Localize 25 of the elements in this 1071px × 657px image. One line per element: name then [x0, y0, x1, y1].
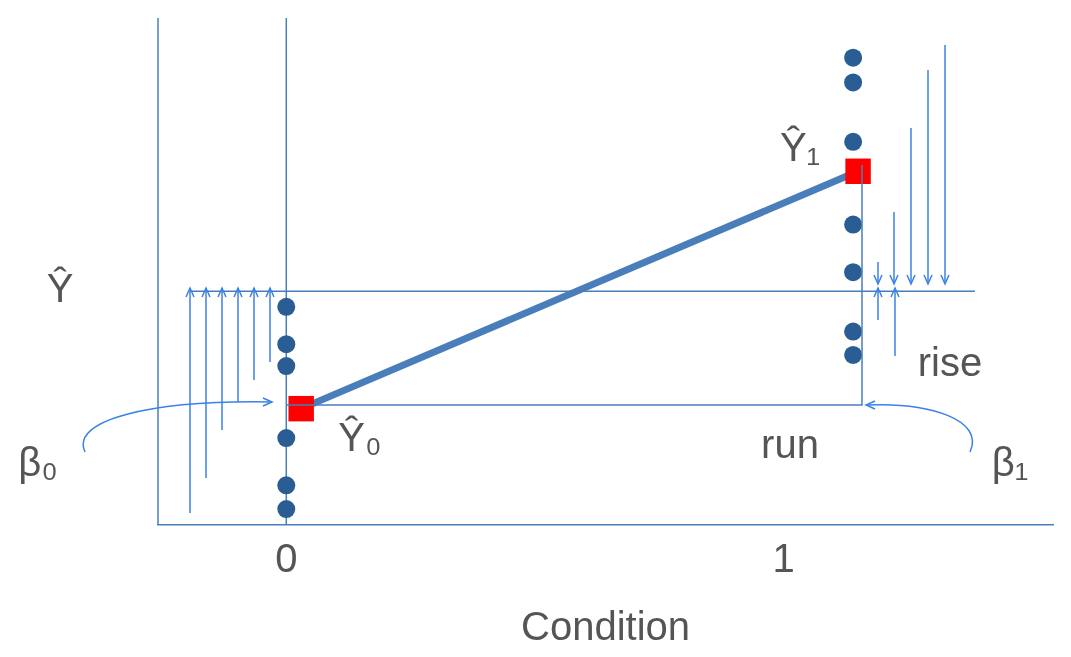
annotation: rise — [917, 340, 983, 385]
point — [844, 322, 863, 341]
ref-line-label: Ŷ — [46, 266, 74, 311]
point — [844, 73, 863, 92]
x-tick-label: 0 — [275, 536, 298, 581]
point — [844, 215, 863, 234]
point — [277, 357, 296, 376]
point — [844, 263, 863, 282]
text: β₀ — [18, 440, 58, 485]
point — [844, 132, 863, 151]
point — [845, 158, 871, 184]
point — [288, 395, 314, 422]
annotation: Ŷ₁ — [779, 125, 821, 170]
point — [277, 429, 296, 448]
x-tick-label: 1 — [772, 536, 795, 581]
annotation: run — [761, 422, 819, 467]
annotation: Ŷ₀ — [338, 415, 382, 460]
annotation: β₁ — [991, 440, 1029, 485]
point — [844, 345, 863, 364]
point — [277, 500, 296, 519]
point — [844, 48, 863, 67]
point — [277, 335, 296, 354]
point — [277, 476, 296, 495]
point — [277, 297, 296, 316]
x-axis-title: Condition — [520, 604, 691, 649]
